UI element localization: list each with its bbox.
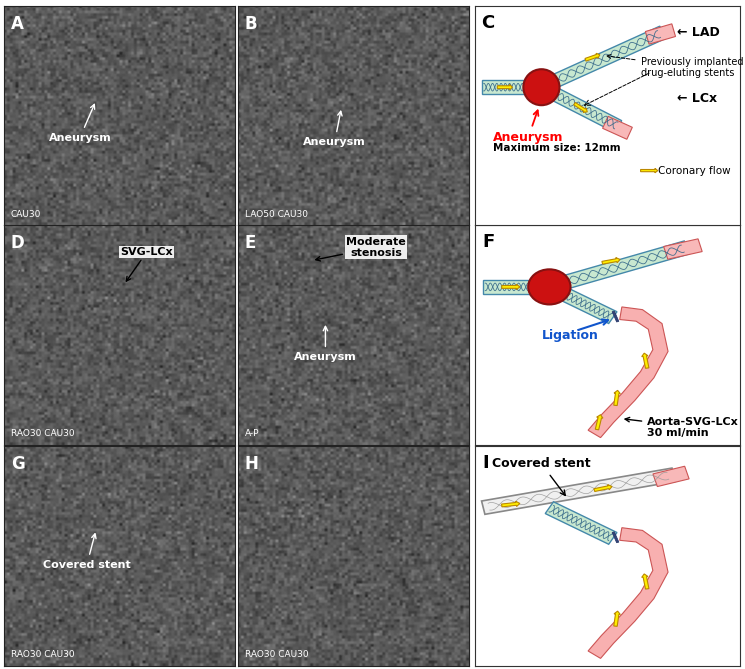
Polygon shape: [664, 239, 703, 260]
Text: D: D: [10, 234, 25, 252]
Polygon shape: [545, 502, 617, 545]
Polygon shape: [545, 281, 617, 324]
FancyArrow shape: [641, 169, 658, 173]
FancyArrow shape: [498, 84, 513, 90]
Polygon shape: [539, 81, 621, 132]
Text: ← LCx: ← LCx: [677, 92, 717, 104]
FancyArrow shape: [614, 390, 621, 405]
Text: ← LAD: ← LAD: [677, 26, 720, 39]
Text: Aneurysm: Aneurysm: [48, 104, 111, 142]
Text: Covered stent: Covered stent: [43, 534, 130, 570]
Polygon shape: [547, 241, 690, 293]
Text: RAO30 CAU30: RAO30 CAU30: [10, 650, 74, 659]
FancyArrow shape: [641, 353, 649, 369]
Text: H: H: [244, 455, 259, 473]
Text: LAO50 CAU30: LAO50 CAU30: [244, 210, 308, 219]
Polygon shape: [603, 116, 633, 139]
Text: B: B: [244, 15, 257, 33]
Text: Moderate
stenosis: Moderate stenosis: [316, 237, 406, 261]
Text: Aneurysm: Aneurysm: [294, 326, 357, 362]
Polygon shape: [588, 528, 668, 658]
Text: G: G: [10, 455, 25, 473]
FancyArrow shape: [585, 54, 600, 61]
Polygon shape: [482, 80, 542, 94]
Text: Ligation: Ligation: [542, 328, 598, 342]
Polygon shape: [484, 280, 549, 294]
Text: Aneurysm: Aneurysm: [303, 111, 366, 147]
Text: A: A: [10, 15, 24, 33]
Text: Previously implanted
drug-eluting stents: Previously implanted drug-eluting stents: [607, 54, 743, 78]
Polygon shape: [481, 468, 675, 514]
Text: Aneurysm: Aneurysm: [493, 110, 563, 145]
Text: Covered stent: Covered stent: [492, 458, 591, 496]
Circle shape: [523, 69, 559, 105]
Polygon shape: [653, 466, 689, 486]
FancyArrow shape: [501, 501, 520, 507]
Text: RAO30 CAU30: RAO30 CAU30: [10, 429, 74, 438]
FancyArrow shape: [595, 415, 603, 429]
Text: F: F: [482, 233, 494, 251]
Text: Coronary flow: Coronary flow: [659, 166, 731, 175]
FancyArrow shape: [594, 484, 612, 492]
Bar: [612, 532, 619, 543]
FancyArrow shape: [502, 284, 520, 290]
Bar: [612, 311, 619, 322]
Polygon shape: [645, 24, 676, 44]
Text: SVG-LCx: SVG-LCx: [121, 247, 174, 281]
Polygon shape: [588, 307, 668, 438]
Text: E: E: [244, 234, 256, 252]
Text: A-P: A-P: [244, 429, 259, 438]
Text: I: I: [482, 454, 489, 472]
FancyArrow shape: [641, 574, 649, 589]
Circle shape: [528, 270, 571, 304]
FancyArrow shape: [574, 102, 587, 112]
Text: Aorta-SVG-LCx
30 ml/min: Aorta-SVG-LCx 30 ml/min: [625, 417, 739, 438]
FancyArrow shape: [614, 611, 621, 626]
Text: C: C: [481, 13, 494, 31]
Text: Maximum size: 12mm: Maximum size: 12mm: [493, 143, 621, 153]
FancyArrow shape: [602, 258, 620, 264]
Text: CAU30: CAU30: [10, 210, 41, 219]
Text: RAO30 CAU30: RAO30 CAU30: [244, 650, 308, 659]
Polygon shape: [539, 26, 665, 94]
